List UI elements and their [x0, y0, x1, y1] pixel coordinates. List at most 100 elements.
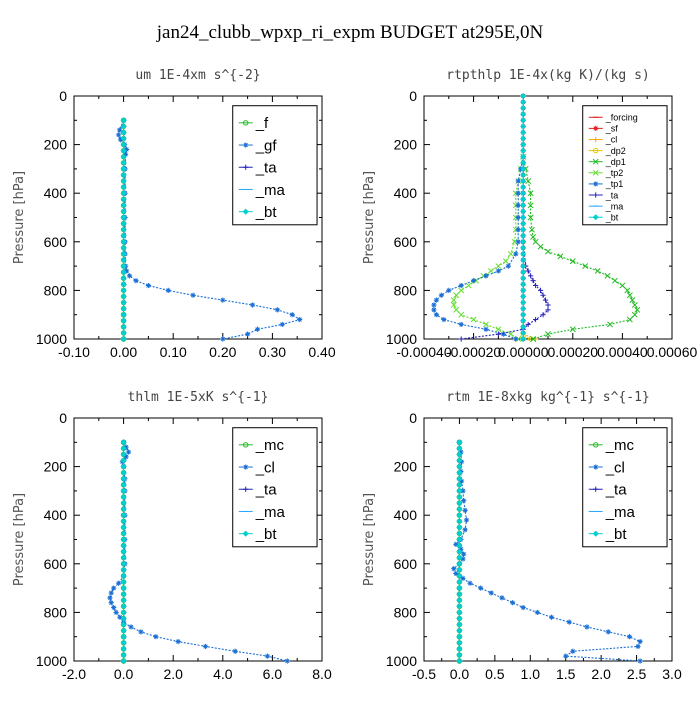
legend-marker	[593, 464, 599, 470]
y-tick-label: 600	[394, 234, 418, 250]
data-point	[116, 132, 122, 138]
legend-marker	[243, 120, 249, 126]
data-point	[453, 541, 459, 547]
data-point	[113, 609, 119, 615]
data-point	[120, 475, 127, 482]
legend-label: _sf	[605, 124, 619, 134]
data-point	[520, 275, 527, 282]
data-point	[450, 302, 457, 308]
data-point	[545, 307, 551, 313]
data-point	[458, 287, 465, 294]
data-point	[520, 178, 527, 185]
data-point	[120, 609, 127, 616]
legend-marker	[243, 164, 249, 170]
data-point	[637, 658, 643, 664]
y-axis-label: Pressure [hPa]	[362, 171, 377, 264]
data-point	[254, 326, 261, 332]
y-tick-label: 200	[44, 459, 68, 475]
data-point	[120, 518, 127, 525]
data-point	[520, 190, 527, 197]
data-point	[451, 566, 457, 572]
data-point	[537, 243, 544, 250]
x-tick-label: 0.20	[209, 344, 236, 360]
data-point	[120, 232, 127, 239]
legend-marker	[592, 214, 599, 221]
x-tick-label: -0.10	[58, 344, 90, 360]
x-tick-label: 3.0	[662, 666, 682, 682]
data-point	[545, 302, 551, 308]
data-point	[520, 159, 527, 166]
y-tick-label: 0	[409, 88, 417, 104]
data-point	[520, 257, 527, 264]
data-point	[120, 263, 127, 270]
data-point	[584, 624, 590, 630]
data-point	[458, 546, 464, 552]
data-point	[456, 615, 463, 622]
x-tick-label: 4.0	[213, 666, 233, 682]
data-point	[507, 250, 514, 257]
legend-marker	[593, 181, 599, 187]
data-point	[540, 312, 546, 318]
x-tick-label: 1.5	[556, 666, 576, 682]
data-point	[527, 214, 534, 221]
data-point	[120, 190, 127, 197]
legend-marker	[593, 486, 599, 492]
y-tick-label: 400	[44, 507, 68, 523]
chart-title: thlm 1E-5xK s^{-1}	[128, 390, 269, 405]
data-point	[456, 548, 463, 555]
data-point	[120, 335, 127, 343]
data-point	[515, 178, 521, 184]
data-point	[120, 287, 127, 294]
data-point	[594, 268, 601, 274]
data-point	[120, 548, 127, 555]
legend-box	[232, 105, 318, 226]
legend-label: _ta	[605, 190, 619, 200]
data-point	[619, 282, 626, 289]
series-line	[461, 156, 549, 340]
data-point	[120, 299, 127, 306]
data-point	[120, 226, 127, 233]
y-tick-label: 1000	[386, 653, 417, 669]
data-point	[456, 475, 463, 482]
data-point	[520, 196, 527, 203]
data-point	[495, 326, 502, 333]
legend-label: _f	[255, 115, 269, 132]
data-point	[502, 258, 509, 265]
data-point	[456, 493, 463, 500]
data-point	[433, 297, 439, 303]
data-point	[456, 585, 463, 592]
series-tp1	[431, 154, 526, 342]
legend-label: _ta	[255, 482, 278, 499]
data-point	[456, 469, 463, 476]
x-tick-label: 2.5	[627, 666, 647, 682]
x-tick-label: 0.00	[110, 344, 137, 360]
data-point	[456, 591, 463, 598]
data-point	[120, 153, 127, 160]
data-point	[120, 512, 127, 519]
data-point	[456, 500, 463, 507]
x-tick-label: -0.00040	[396, 344, 451, 360]
legend-label: _ma	[255, 504, 286, 521]
legend-box	[582, 427, 668, 548]
data-point	[520, 281, 527, 288]
series-tp2	[450, 153, 527, 342]
data-point	[520, 105, 527, 112]
data-point	[488, 590, 494, 596]
legend-marker	[593, 147, 599, 154]
legend-label: _ma	[605, 201, 624, 211]
data-point	[462, 507, 468, 513]
legend-label: _tp2	[605, 168, 624, 178]
data-point	[456, 651, 463, 658]
data-point	[120, 493, 127, 500]
data-point	[520, 311, 527, 318]
data-point	[545, 331, 551, 338]
legend-marker	[243, 486, 249, 492]
data-point	[456, 512, 463, 519]
y-tick-label: 1000	[36, 653, 67, 669]
legend-label: _dp1	[605, 157, 626, 167]
data-point	[605, 629, 611, 635]
data-point	[120, 469, 127, 476]
data-point	[120, 244, 127, 251]
data-point	[220, 336, 226, 342]
y-tick-label: 600	[394, 556, 418, 572]
